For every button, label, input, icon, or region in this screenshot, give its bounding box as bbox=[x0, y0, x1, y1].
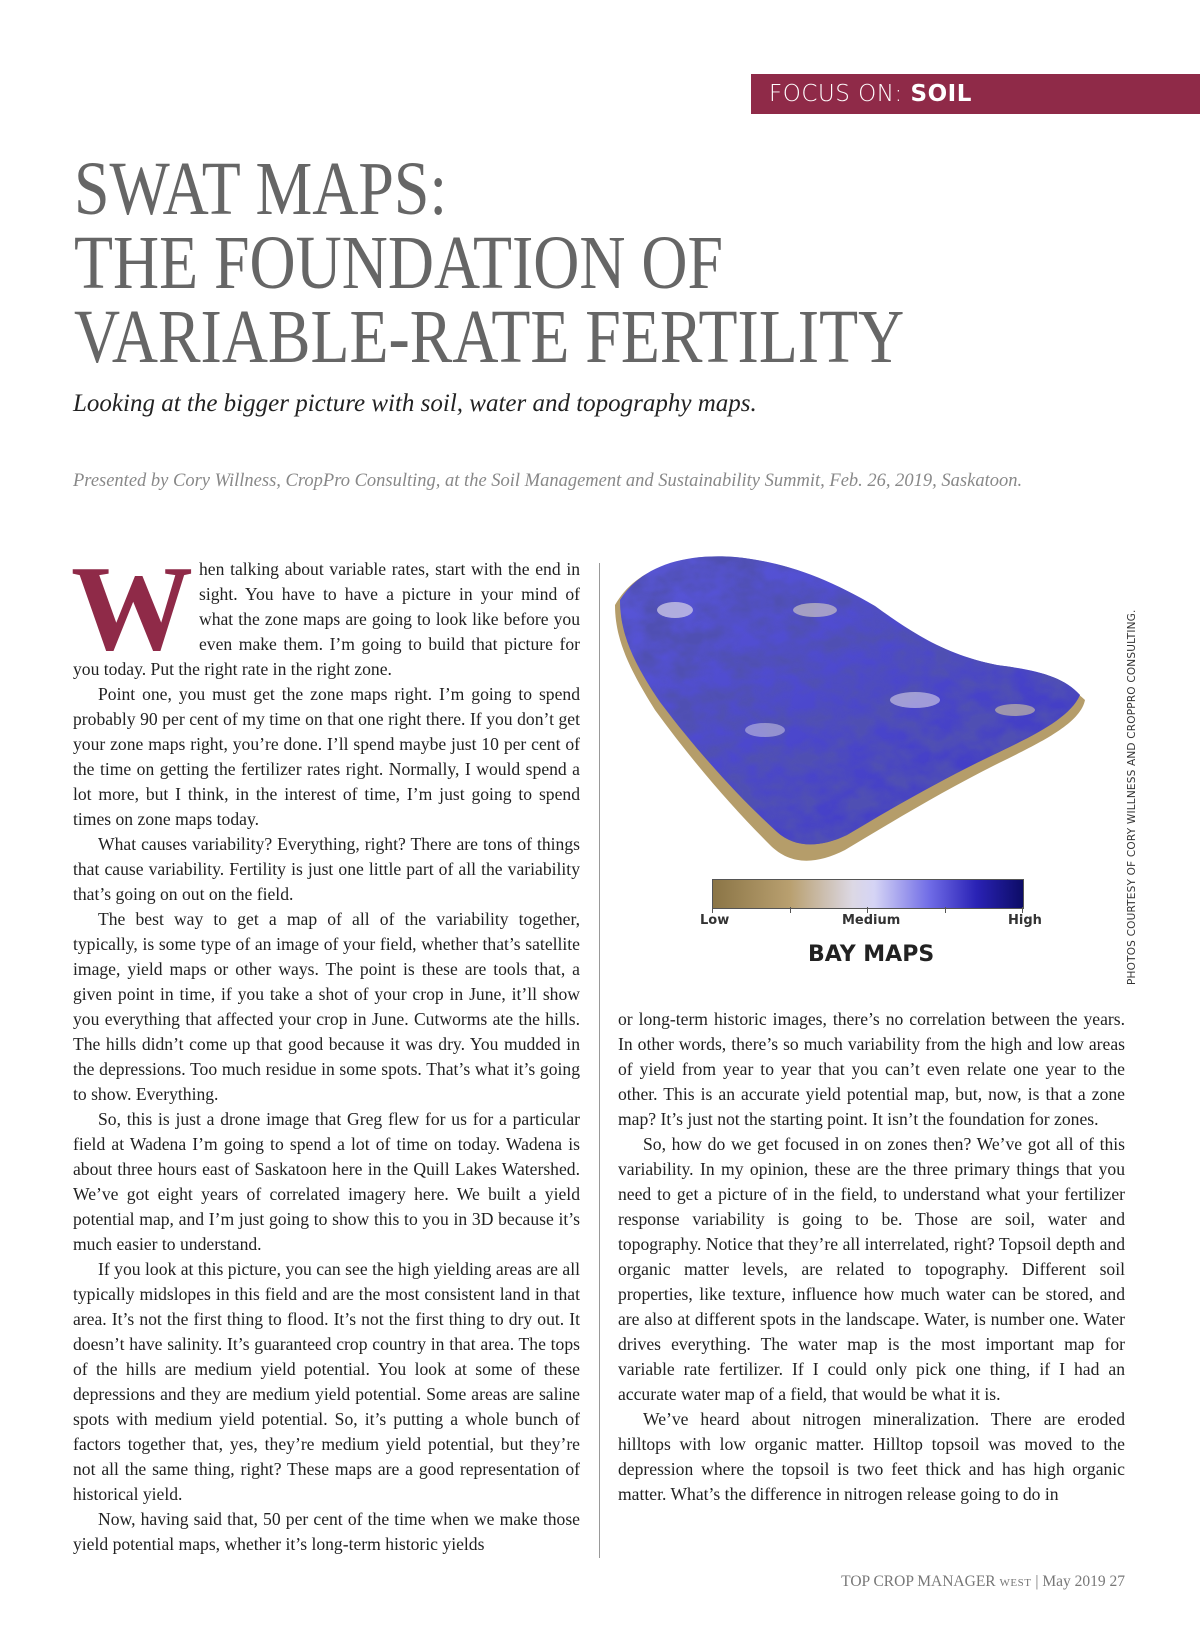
legend-high-label: High bbox=[1008, 913, 1042, 928]
legend-medium-label: Medium bbox=[842, 913, 901, 928]
legend-tick bbox=[945, 907, 946, 913]
paragraph: We’ve heard about nitrogen mineralizatio… bbox=[618, 1409, 1125, 1504]
legend-tick bbox=[867, 907, 868, 913]
paragraph: or long-term historic images, there’s no… bbox=[618, 1009, 1125, 1129]
legend-tick bbox=[1022, 907, 1023, 913]
paragraph: The best way to get a map of all of the … bbox=[73, 909, 580, 1104]
figure-title: BAY MAPS bbox=[808, 942, 935, 967]
title-line: THE FOUNDATION OF bbox=[74, 221, 724, 305]
section-prefix: FOCUS ON: bbox=[769, 81, 911, 107]
page-number: 27 bbox=[1109, 1573, 1126, 1590]
footer-separator: | bbox=[1035, 1573, 1039, 1590]
legend-color-scale bbox=[712, 879, 1024, 909]
right-column: or long-term historic images, there’s no… bbox=[618, 1007, 1125, 1507]
section-band: FOCUS ON: SOIL bbox=[751, 74, 1200, 114]
page-title: SWAT MAPS: THE FOUNDATION OF VARIABLE-RA… bbox=[74, 147, 1082, 379]
paragraph: So, this is just a drone image that Greg… bbox=[73, 1109, 580, 1254]
subtitle: Looking at the bigger picture with soil,… bbox=[73, 390, 757, 417]
drop-cap: W bbox=[71, 541, 193, 676]
legend-low-label: Low bbox=[700, 913, 730, 928]
issue-date: May 2019 bbox=[1042, 1573, 1106, 1590]
magazine-name: TOP CROP MANAGER bbox=[841, 1573, 996, 1590]
paragraph: What causes variability? Everything, rig… bbox=[73, 834, 580, 904]
presenter-line: Presented by Cory Willness, CropPro Cons… bbox=[73, 471, 1023, 491]
title-line: VARIABLE-RATE FERTILITY bbox=[74, 295, 905, 379]
paragraph-text: hen talking about variable rates, start … bbox=[73, 559, 580, 679]
paragraph: Point one, you must get the zone maps ri… bbox=[73, 684, 580, 829]
column-divider bbox=[599, 563, 600, 1558]
legend-tick bbox=[712, 907, 713, 913]
photo-credit: PHOTOS COURTESY OF CORY WILLNESS AND CRO… bbox=[1126, 609, 1138, 985]
paragraph: Now, having said that, 50 per cent of th… bbox=[73, 1509, 580, 1554]
paragraph: If you look at this picture, you can see… bbox=[73, 1259, 580, 1504]
section-topic: SOIL bbox=[910, 81, 972, 107]
page-footer: TOP CROP MANAGER WEST | May 2019 27 bbox=[841, 1573, 1125, 1591]
paragraph: So, how do we get focused in on zones th… bbox=[618, 1134, 1125, 1404]
title-line: SWAT MAPS: bbox=[74, 147, 448, 231]
legend-tick bbox=[790, 907, 791, 913]
yield-map-3d-image bbox=[615, 556, 1085, 861]
magazine-edition: WEST bbox=[999, 1577, 1032, 1589]
